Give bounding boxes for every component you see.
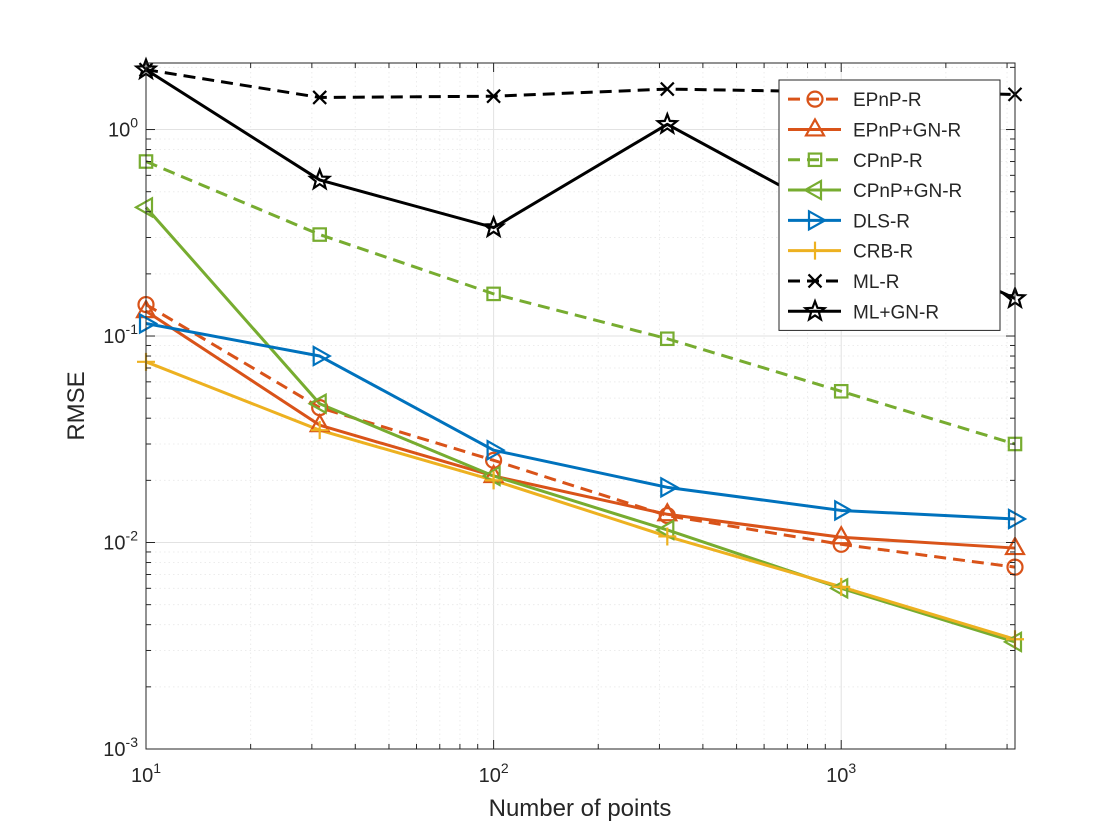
data-point-ml-gn-r xyxy=(481,214,507,239)
data-point-dls-r xyxy=(138,312,159,335)
series-line-dls-r xyxy=(145,322,1016,521)
data-point-cpnp-gn-r xyxy=(828,577,849,600)
series-line-epnp-gn-r xyxy=(145,309,1016,550)
data-point-cpnp-gn-r xyxy=(307,392,327,415)
data-point-cpnp-gn-r xyxy=(655,519,675,541)
data-point-dls-r xyxy=(660,476,680,499)
data-point-crb-r xyxy=(310,421,329,440)
y-tick-label: 10-2 xyxy=(103,528,138,555)
x-tick-labels: 101 102 103 xyxy=(131,760,856,787)
data-point-dls-r xyxy=(486,439,506,462)
data-point-epnp-gn-r xyxy=(830,525,853,545)
legend-marker-ml-r xyxy=(807,273,823,289)
data-point-crb-r xyxy=(484,471,503,490)
data-point-ml-gn-r xyxy=(654,111,680,135)
data-point-cpnp-gn-r xyxy=(133,196,154,219)
data-point-ml-r xyxy=(486,88,501,104)
legend-marker-epnp-r xyxy=(806,90,824,108)
x-axis-label: Number of points xyxy=(489,795,672,822)
data-point-crb-r xyxy=(658,527,677,546)
plot-frame xyxy=(145,62,1016,750)
data-point-ml-r xyxy=(312,90,327,105)
legend-label-ml-r: ML-R xyxy=(853,272,899,293)
legend-label-crb-r: CRB-R xyxy=(853,242,913,263)
series-line-cpnp-r xyxy=(145,160,1016,446)
legend-label-epnp-gn-r: EPnP+GN-R xyxy=(853,120,961,141)
legend-label-ml-gn-r: ML+GN-R xyxy=(853,302,939,323)
legend-label-epnp-r: EPnP-R xyxy=(853,90,922,111)
y-tick-labels: 10-3 10-2 10-1 100 xyxy=(103,115,138,761)
legend-marker-dls-r xyxy=(807,209,828,232)
series-line-crb-r xyxy=(145,360,1016,641)
x-tick-label: 102 xyxy=(479,760,509,787)
legend-label-cpnp-gn-r: CPnP+GN-R xyxy=(853,181,962,202)
data-point-epnp-gn-r xyxy=(656,502,679,522)
legend-marker-cpnp-r xyxy=(807,152,823,168)
legend: EPnP-R EPnP+GN-R CPnP-R CPnP+GN-R DLS-R CRB-R… xyxy=(778,79,1001,331)
x-tick-label: 101 xyxy=(131,760,161,787)
axis-ticks xyxy=(145,63,1015,750)
data-point-dls-r xyxy=(1007,508,1028,530)
grid xyxy=(145,63,1015,750)
y-axis-label: RMSE xyxy=(63,371,90,440)
y-tick-label: 10-3 xyxy=(103,734,138,761)
legend-marker-ml-gn-r xyxy=(802,298,828,322)
data-point-cpnp-gn-r xyxy=(1002,631,1023,653)
legend-marker-cpnp-gn-r xyxy=(802,179,823,201)
series-line-cpnp-gn-r xyxy=(144,206,1016,644)
legend-marker-epnp-gn-r xyxy=(804,117,826,137)
data-point-cpnp-r xyxy=(659,331,675,347)
y-tick-label: 100 xyxy=(108,115,138,142)
series-line-epnp-r xyxy=(145,303,1016,569)
data-point-dls-r xyxy=(834,499,854,522)
data-point-crb-r xyxy=(832,577,851,596)
legend-label-dls-r: DLS-R xyxy=(853,211,910,232)
legend-label-cpnp-r: CPnP-R xyxy=(853,151,923,172)
data-point-ml-r xyxy=(660,81,675,97)
data-point-ml-gn-r xyxy=(307,166,333,191)
x-tick-label: 103 xyxy=(826,760,856,787)
data-point-dls-r xyxy=(312,345,332,367)
data-point-cpnp-r xyxy=(312,227,327,242)
data-point-cpnp-r xyxy=(833,383,849,399)
legend-marker-crb-r xyxy=(806,241,824,260)
data-point-cpnp-r xyxy=(486,286,501,302)
y-tick-label: 10-1 xyxy=(103,321,138,348)
